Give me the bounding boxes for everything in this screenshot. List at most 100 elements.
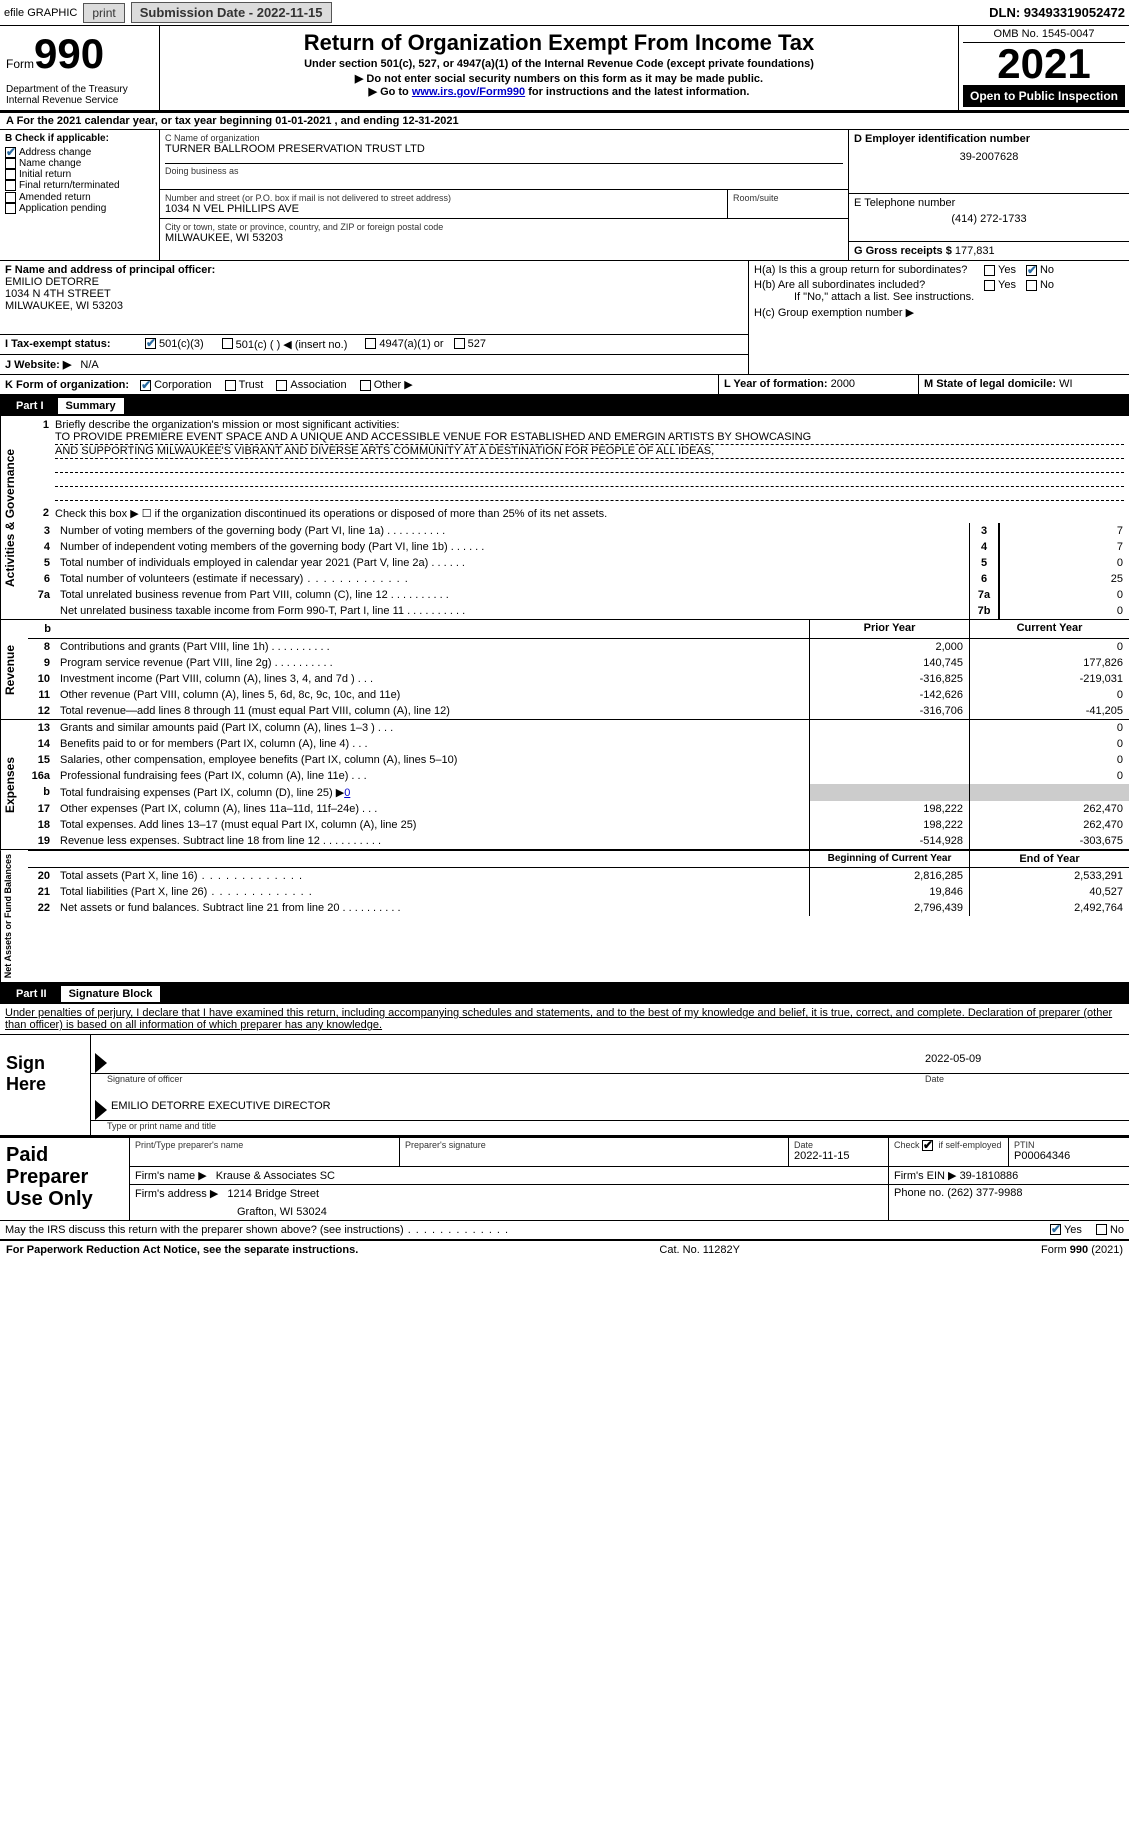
expenses-section: Expenses 13Grants and similar amounts pa… — [0, 720, 1129, 850]
mission-blank-2 — [55, 473, 1124, 487]
cb-discuss-yes[interactable] — [1050, 1224, 1061, 1235]
part-ii-num: Part II — [8, 988, 57, 1000]
na-line: 21Total liabilities (Part X, line 26)19,… — [28, 884, 1129, 900]
exp-line: 14Benefits paid to or for members (Part … — [28, 736, 1129, 752]
firm-addr-lbl: Firm's address ▶ — [135, 1188, 218, 1200]
footer-right: Form 990 (2021) — [1041, 1244, 1123, 1256]
ptin-lbl: PTIN — [1014, 1140, 1124, 1150]
gov-line: 7aTotal unrelated business revenue from … — [28, 587, 1129, 603]
print-button[interactable]: print — [83, 3, 124, 23]
row-klm: K Form of organization: Corporation Trus… — [0, 375, 1129, 396]
ein-value: 39-2007628 — [854, 151, 1124, 163]
topbar: efile GRAPHIC print Submission Date - 20… — [0, 0, 1129, 26]
exp-line: 13Grants and similar amounts paid (Part … — [28, 720, 1129, 736]
k-label: K Form of organization: — [5, 379, 129, 391]
firm-name-val: Krause & Associates SC — [216, 1170, 335, 1182]
ha-label: H(a) Is this a group return for subordin… — [754, 264, 984, 276]
rev-line: 10Investment income (Part VIII, column (… — [28, 671, 1129, 687]
cb-assoc[interactable] — [276, 380, 287, 391]
cb-trust[interactable] — [225, 380, 236, 391]
mission-text-2: AND SUPPORTING MILWAUKEE'S VIBRANT AND D… — [55, 445, 1124, 459]
line2: 2 Check this box ▶ ☐ if the organization… — [28, 504, 1129, 523]
mission-text-1: TO PROVIDE PREMIERE EVENT SPACE AND A UN… — [55, 431, 1124, 445]
cb-name-change[interactable] — [5, 158, 16, 169]
sig-officer-lbl: Signature of officer — [107, 1074, 925, 1084]
na-line: 20Total assets (Part X, line 16)2,816,28… — [28, 868, 1129, 884]
gov-line: 5Total number of individuals employed in… — [28, 555, 1129, 571]
addr-label: Number and street (or P.O. box if mail i… — [165, 193, 722, 203]
revenue-section: Revenue b Prior Year Current Year 8Contr… — [0, 620, 1129, 720]
cb-discuss-no[interactable] — [1096, 1224, 1107, 1235]
cb-other[interactable] — [360, 380, 371, 391]
cb-app-pending[interactable] — [5, 203, 16, 214]
form-subtitle-1: Under section 501(c), 527, or 4947(a)(1)… — [166, 58, 952, 70]
rev-line: 8Contributions and grants (Part VIII, li… — [28, 639, 1129, 655]
hb-note: If "No," attach a list. See instructions… — [754, 291, 1124, 303]
cb-527[interactable] — [454, 338, 465, 349]
cb-amended[interactable] — [5, 192, 16, 203]
cb-corp[interactable] — [140, 380, 151, 391]
cb-address-change[interactable] — [5, 147, 16, 158]
open-to-public: Open to Public Inspection — [963, 85, 1125, 107]
tax-year: 2021 — [963, 43, 1125, 85]
irs-link[interactable]: www.irs.gov/Form990 — [412, 86, 525, 98]
footer-mid: Cat. No. 11282Y — [358, 1244, 1041, 1256]
sig-date-value: 2022-05-09 — [925, 1053, 1125, 1073]
cb-ha-no[interactable] — [1026, 265, 1037, 276]
cb-hb-yes[interactable] — [984, 280, 995, 291]
cb-501c3[interactable] — [145, 338, 156, 349]
sig-date-lbl: Date — [925, 1074, 1125, 1084]
discuss-q: May the IRS discuss this return with the… — [5, 1224, 404, 1236]
cb-501c[interactable] — [222, 338, 233, 349]
mission-blank-1 — [55, 459, 1124, 473]
exp-line: 17Other expenses (Part IX, column (A), l… — [28, 801, 1129, 817]
tel-label: E Telephone number — [854, 197, 1124, 209]
cb-self-employed[interactable] — [922, 1140, 933, 1151]
gov-line: 6Total number of volunteers (estimate if… — [28, 571, 1129, 587]
m-value: WI — [1059, 378, 1072, 390]
c-name-label: C Name of organization — [165, 133, 843, 143]
l-value: 2000 — [831, 378, 855, 390]
cb-initial-return[interactable] — [5, 169, 16, 180]
prep-date-val: 2022-11-15 — [794, 1150, 883, 1162]
website-value: N/A — [80, 359, 98, 371]
hc-label: H(c) Group exemption number ▶ — [754, 306, 1124, 319]
sig-arrow-icon — [95, 1053, 107, 1073]
exp-line: 15Salaries, other compensation, employee… — [28, 752, 1129, 768]
gross-label: G Gross receipts $ — [854, 245, 952, 257]
cb-ha-yes[interactable] — [984, 265, 995, 276]
section-bcd: B Check if applicable: Address change Na… — [0, 130, 1129, 261]
form-title: Return of Organization Exempt From Incom… — [166, 30, 952, 56]
type-print-lbl: Type or print name and title — [91, 1121, 1129, 1135]
form-word: Form — [6, 57, 34, 71]
dba-value — [165, 176, 843, 186]
vtab-expenses: Expenses — [0, 720, 28, 849]
part-i-num: Part I — [8, 400, 54, 412]
rev-line: 11Other revenue (Part VIII, column (A), … — [28, 687, 1129, 703]
vtab-net-assets: Net Assets or Fund Balances — [0, 850, 28, 982]
submission-date-button[interactable]: Submission Date - 2022-11-15 — [131, 2, 332, 23]
activities-governance: Activities & Governance 1 Briefly descri… — [0, 416, 1129, 620]
city-label: City or town, state or province, country… — [165, 222, 843, 232]
cb-final-return[interactable] — [5, 180, 16, 191]
discuss-row: May the IRS discuss this return with the… — [0, 1220, 1129, 1239]
jurat: Under penalties of perjury, I declare th… — [0, 1004, 1129, 1035]
net-assets-section: Net Assets or Fund Balances Beginning of… — [0, 850, 1129, 984]
paid-preparer-label: Paid Preparer Use Only — [0, 1138, 130, 1220]
part-i-title: Summary — [58, 398, 124, 414]
prep-date-lbl: Date — [794, 1140, 883, 1150]
prep-print-lbl: Print/Type preparer's name — [135, 1140, 394, 1150]
l-label: L Year of formation: — [724, 378, 828, 390]
cb-hb-no[interactable] — [1026, 280, 1037, 291]
sign-here-block: Sign Here 2022-05-09 Signature of office… — [0, 1035, 1129, 1136]
gov-line: 4Number of independent voting members of… — [28, 539, 1129, 555]
form-subtitle-3: ▶ Go to www.irs.gov/Form990 for instruct… — [166, 85, 952, 98]
tel-value: (414) 272-1733 — [854, 213, 1124, 225]
column-b-check: B Check if applicable: Address change Na… — [0, 130, 160, 260]
cb-4947[interactable] — [365, 338, 376, 349]
part-ii-title: Signature Block — [61, 986, 161, 1002]
b-label: B Check if applicable: — [5, 133, 154, 144]
part-ii-header: Part II Signature Block — [0, 984, 1129, 1004]
prep-sig-lbl: Preparer's signature — [405, 1140, 783, 1150]
vtab-revenue: Revenue — [0, 620, 28, 719]
